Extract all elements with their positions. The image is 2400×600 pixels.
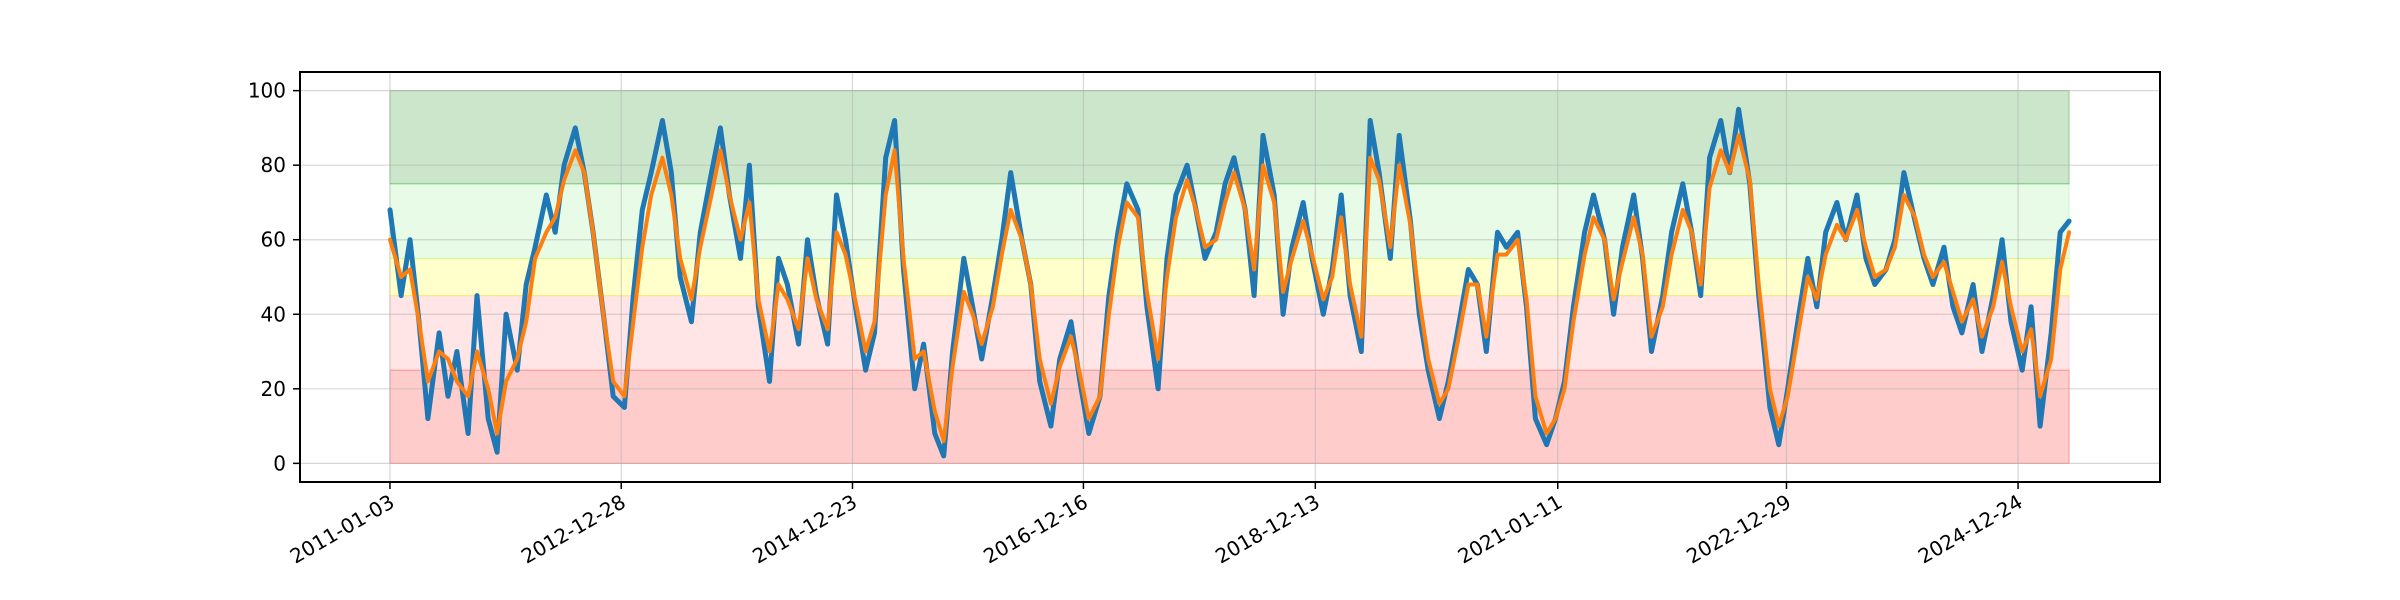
y-tick-label: 60: [261, 228, 286, 252]
y-tick-label: 100: [248, 79, 286, 103]
band-0: [389, 369, 2070, 464]
y-axis: 0 20 40 60 80 100: [248, 79, 300, 475]
band-1: [389, 295, 2070, 371]
band-2: [389, 257, 2070, 297]
y-tick-label: 20: [261, 377, 286, 401]
series-line-1: [388, 133, 2072, 443]
y-tick-label: 0: [273, 451, 286, 475]
plot-frame: [299, 71, 2161, 483]
y-tick-label: 80: [261, 153, 286, 177]
series-layer: [387, 106, 2072, 459]
y-tick-label: 40: [261, 302, 286, 326]
threshold-bands: [389, 90, 2070, 464]
